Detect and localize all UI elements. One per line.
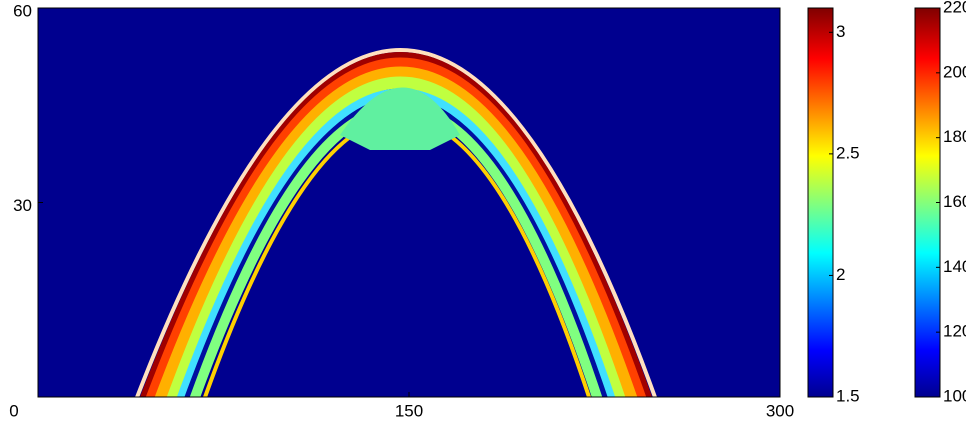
colorbar-tick-label: 1000 — [943, 386, 966, 405]
heatmap-image — [135, 48, 658, 397]
colorbar-tick-label: 1600 — [943, 192, 966, 211]
colorbar-tick-label: 2.5 — [836, 143, 860, 162]
x-tick-label: 300 — [766, 401, 794, 420]
y-tick-label: 30 — [13, 196, 32, 215]
x-tick-label: 0 — [9, 401, 18, 420]
colorbar-tick-label: 1400 — [943, 257, 966, 276]
colorbar — [914, 7, 941, 398]
colorbar-tick-label: 1800 — [943, 127, 966, 146]
y-tick-label: 60 — [13, 1, 32, 20]
colorbar-tick-label: 2200 — [943, 0, 966, 16]
colorbar-tick-label: 1.5 — [836, 386, 860, 405]
colorbar — [807, 7, 834, 398]
x-tick-label: 150 — [395, 401, 423, 420]
colorbar-tick-label: 1200 — [943, 322, 966, 341]
colorbar-tick-label: 2000 — [943, 62, 966, 81]
colorbar-tick-label: 2 — [836, 265, 845, 284]
colorbar-tick-label: 3 — [836, 22, 845, 41]
